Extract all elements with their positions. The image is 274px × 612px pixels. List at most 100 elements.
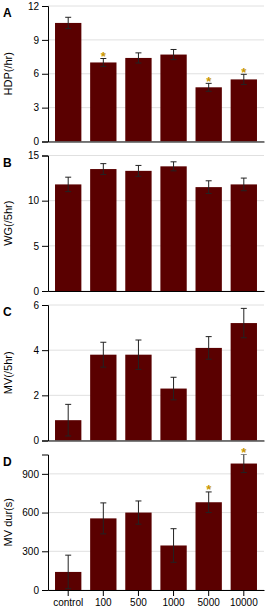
y-axis: 0 3 6 9 12 [28, 1, 49, 148]
axis-line [42, 7, 49, 143]
tick-label: 0 [33, 136, 39, 147]
y-axis-title: WG(/5hr) [2, 201, 14, 246]
tick: 6 [33, 300, 48, 311]
panel: 0 5 10 15 WG(/5hr) B [2, 150, 265, 297]
bar [196, 348, 222, 441]
panel: 0246MV(/5hr)C [2, 300, 265, 447]
tick-label: 9 [33, 35, 39, 46]
x-axis [49, 440, 265, 442]
tick: 10000 [230, 590, 258, 608]
annotation: * [206, 74, 212, 89]
tick-label: 6 [33, 300, 39, 311]
error-bar [171, 162, 177, 171]
error-bar [171, 377, 177, 400]
tick-label: 5 [33, 241, 39, 252]
tick-mark [42, 291, 48, 292]
bar [160, 166, 186, 291]
error-bar [206, 181, 212, 194]
bar [90, 169, 116, 291]
error-bar [65, 555, 71, 589]
marks [55, 162, 257, 291]
bar [55, 23, 81, 142]
tick-label: 0 [33, 585, 39, 596]
tick: 0 [33, 136, 48, 147]
tick-label: control [53, 597, 83, 608]
tick-mark [42, 551, 48, 552]
axis-line [42, 455, 49, 591]
annotation: * [206, 482, 212, 497]
grid-line [48, 6, 264, 7]
panel: 0 300 600 900 control 100 500 1000 5000 10000 * * MV… [2, 445, 265, 608]
tick: 6 [33, 68, 48, 79]
axis-line [42, 306, 49, 442]
tick-mark [243, 590, 244, 596]
tick-label: 100 [95, 597, 112, 608]
error-bar [241, 308, 247, 337]
tick: 3 [33, 102, 48, 113]
tick: 600 [22, 507, 48, 518]
annotation: * [241, 445, 247, 460]
axis-line [49, 590, 265, 591]
panel: 036912***HDP(/hr)A [2, 1, 265, 148]
error-bar [135, 340, 141, 369]
tick: 900 [22, 469, 48, 480]
error-bar [65, 404, 71, 436]
tick: 500 [130, 590, 147, 608]
grid-line [48, 305, 264, 306]
tick-mark [42, 201, 48, 202]
tick-label: 5000 [198, 597, 221, 608]
bar [231, 184, 257, 291]
y-axis: 0 300 600 900 [22, 455, 48, 596]
x-axis [49, 141, 265, 143]
error-bar [135, 53, 141, 63]
error-bar [65, 17, 71, 28]
annotation: * [101, 49, 107, 64]
tick: 1000 [162, 590, 185, 608]
error-bar [241, 178, 247, 191]
axis-line [49, 291, 265, 292]
grid [48, 156, 264, 292]
panel-label: D [3, 455, 12, 469]
tick-label: 500 [130, 597, 147, 608]
x-axis [49, 291, 265, 293]
bar [196, 187, 222, 291]
marks [55, 17, 257, 141]
tick: 4 [33, 345, 48, 356]
bar [231, 79, 257, 141]
tick: control [53, 590, 83, 608]
tick: 15 [28, 150, 48, 161]
tick-mark [173, 590, 174, 596]
tick-mark [42, 6, 48, 7]
tick-mark [42, 350, 48, 351]
grid-line [48, 155, 264, 156]
y-axis-title: MV dur(s) [2, 498, 14, 546]
y-axis-title: HDP(/hr) [2, 52, 14, 95]
tick-label: 900 [22, 469, 39, 480]
panel-label: B [3, 156, 12, 170]
tick: 12 [28, 1, 48, 12]
axis-line [42, 156, 49, 292]
tick: 10 [28, 195, 48, 206]
tick-label: 12 [28, 1, 40, 12]
tick-mark [42, 74, 48, 75]
annotation: * [241, 65, 247, 80]
tick-label: 0 [33, 286, 39, 297]
marks [55, 455, 257, 591]
tick-label: 600 [22, 507, 39, 518]
tick-mark [42, 441, 48, 442]
tick: 9 [33, 35, 48, 46]
tick-label: 4 [33, 345, 39, 356]
tick-mark [42, 395, 48, 396]
error-bar [206, 337, 212, 360]
tick: 5 [33, 241, 48, 252]
tick-label: 300 [22, 546, 39, 557]
tick-label: 3 [33, 102, 39, 113]
tick-label: 10000 [230, 597, 258, 608]
tick-mark [42, 142, 48, 143]
error-bar [171, 529, 177, 563]
tick-mark [103, 590, 104, 596]
y-axis: 0 5 10 15 [28, 150, 49, 297]
tick: 0 [33, 435, 48, 446]
tick-mark [42, 474, 48, 475]
error-bar [135, 501, 141, 524]
